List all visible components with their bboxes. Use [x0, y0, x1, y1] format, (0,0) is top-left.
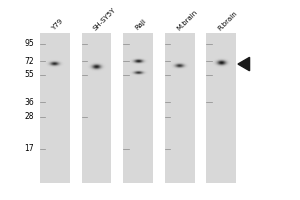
FancyBboxPatch shape — [206, 33, 236, 183]
FancyBboxPatch shape — [165, 33, 195, 183]
Text: Y79: Y79 — [51, 18, 64, 31]
FancyBboxPatch shape — [40, 33, 70, 183]
Text: 95: 95 — [24, 39, 34, 48]
FancyBboxPatch shape — [123, 33, 153, 183]
Text: 17: 17 — [25, 144, 34, 153]
Polygon shape — [238, 57, 250, 71]
Text: 28: 28 — [25, 112, 34, 121]
Text: Raji: Raji — [134, 18, 147, 31]
Text: M.brain: M.brain — [176, 9, 198, 31]
Text: 72: 72 — [25, 57, 34, 66]
Text: SH-SY5Y: SH-SY5Y — [92, 6, 117, 31]
FancyBboxPatch shape — [82, 33, 111, 183]
Text: R.brain: R.brain — [217, 10, 239, 31]
Text: 55: 55 — [24, 70, 34, 79]
Text: 36: 36 — [24, 98, 34, 107]
